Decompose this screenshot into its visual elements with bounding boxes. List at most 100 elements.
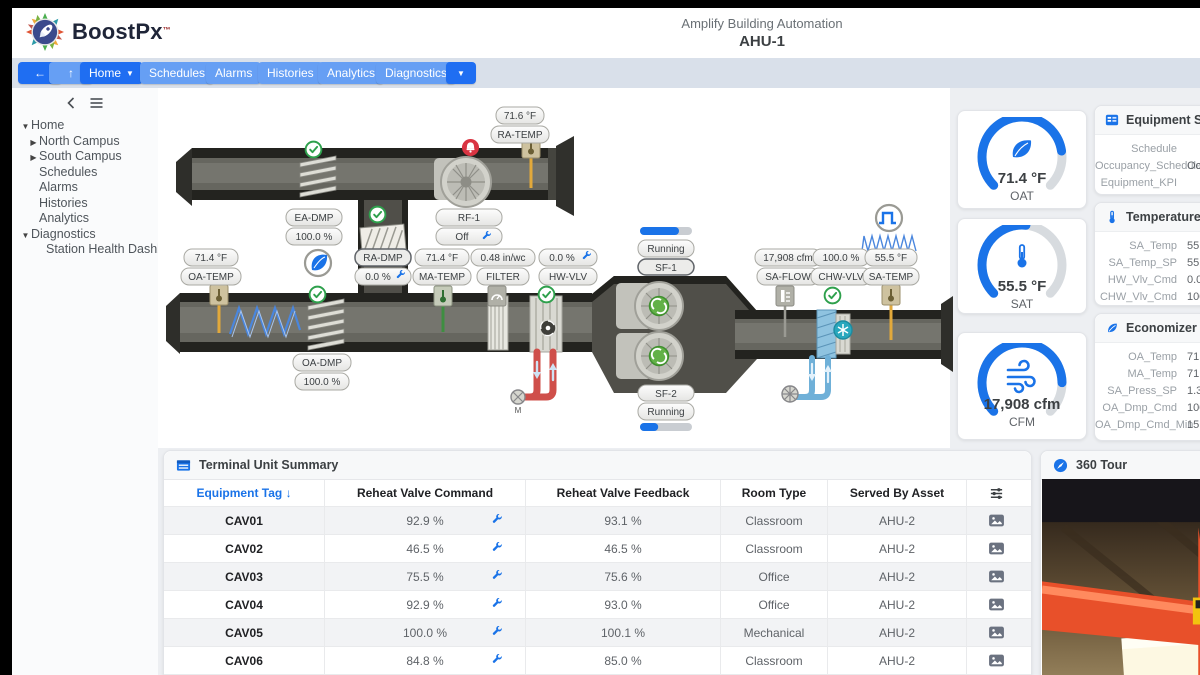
filter-tag-pill[interactable]: FILTER <box>476 267 530 286</box>
sidebar-item-home[interactable]: ▼ Home <box>12 118 158 134</box>
ra-dmp-tag-pill[interactable]: RA-DMP <box>354 248 412 267</box>
economizer-control-header[interactable]: Economizer Control <box>1095 314 1200 343</box>
oa-temp-tag-pill[interactable]: OA-TEMP <box>180 267 242 286</box>
return-fan-alarm-icon[interactable] <box>461 138 480 157</box>
sidebar-item-histories[interactable]: Histories <box>39 195 88 210</box>
ra-dmp-value-pill[interactable]: 0.0 % <box>354 267 412 286</box>
return-fan[interactable] <box>434 156 492 208</box>
ma-temp-value-pill[interactable]: 71.4 °F <box>414 248 470 267</box>
equipment-summary-header[interactable]: Equipment Summary <box>1095 106 1200 135</box>
chw-vlv-value-pill[interactable]: 100.0 % <box>812 248 870 267</box>
table-row[interactable]: CAV02 46.5 % 46.5 % Classroom AHU-2 <box>164 535 1031 563</box>
sa-flow-tag-pill[interactable]: SA-FLOW <box>756 267 820 286</box>
ma-temp-sensor[interactable] <box>433 285 453 332</box>
column-reheat-valve-command[interactable]: Reheat Valve Command <box>325 480 526 506</box>
supply-fan-1[interactable] <box>616 281 684 331</box>
oa-temp-value-pill[interactable]: 71.4 °F <box>183 248 239 267</box>
ma-temp-tag-pill[interactable]: MA-TEMP <box>412 267 472 286</box>
chw-vlv-tag-pill[interactable]: CHW-VLV <box>810 267 872 286</box>
brand[interactable]: BoostPx™ <box>26 13 171 51</box>
sidebar-item-diagnostics[interactable]: ▼ Diagnostics <box>12 227 158 243</box>
rf1-tag-pill[interactable]: RF-1 <box>435 208 503 227</box>
image-icon[interactable] <box>988 512 1005 529</box>
image-icon[interactable] <box>988 568 1005 585</box>
column-options[interactable] <box>967 480 1026 506</box>
sf1-status-pill[interactable]: Running <box>637 239 695 258</box>
oa-dmp-value-pill[interactable]: 100.0 % <box>294 372 350 391</box>
supply-fan-2[interactable] <box>616 331 684 381</box>
exhaust-air-damper[interactable] <box>299 155 337 198</box>
sidebar-item-alarms[interactable]: Alarms <box>39 180 78 194</box>
override-wrench-icon[interactable] <box>492 654 503 665</box>
outside-air-damper[interactable] <box>307 298 345 351</box>
nav-analytics-button[interactable]: Analytics <box>318 62 385 84</box>
ra-temp-value-pill[interactable]: 71.6 °F <box>495 106 545 125</box>
oa-damper-ok-icon[interactable] <box>308 285 327 304</box>
hw-vlv-value-pill[interactable]: 0.0 % <box>538 248 598 267</box>
sa-temp-tag-pill[interactable]: SA-TEMP <box>862 267 920 286</box>
collapse-sidebar-icon[interactable] <box>64 96 77 110</box>
image-icon[interactable] <box>988 596 1005 613</box>
sf2-status-pill[interactable]: Running <box>637 402 695 421</box>
column-served-by-asset[interactable]: Served By Asset <box>828 480 967 506</box>
hw-vlv-tag-pill[interactable]: HW-VLV <box>538 267 598 286</box>
table-row[interactable]: CAV03 75.5 % 75.6 % Office AHU-2 <box>164 563 1031 591</box>
table-row[interactable]: CAV06 84.8 % 85.0 % Classroom AHU-2 <box>164 647 1031 675</box>
sidebar-item-schedules[interactable]: Schedules <box>39 164 98 179</box>
panel-row[interactable]: Equipment_KPI <box>1100 176 1177 189</box>
sat-gauge-card[interactable]: 55.5 °F SAT <box>957 218 1087 314</box>
sa-flow-value-pill[interactable]: 17,908 cfm <box>754 248 822 267</box>
nav-schedules-button[interactable]: Schedules <box>140 62 215 84</box>
caret-right-icon[interactable]: ▶ <box>30 153 37 162</box>
ra-damper-ok-icon[interactable] <box>368 205 387 224</box>
override-wrench-icon[interactable] <box>492 514 503 525</box>
sidebar-item-south-campus[interactable]: ▶ South Campus <box>12 149 158 165</box>
nav-diagnostics-button[interactable]: Diagnostics <box>376 62 457 84</box>
image-icon[interactable] <box>988 624 1005 641</box>
sidebar-item-analytics[interactable]: Analytics <box>39 211 90 225</box>
table-row[interactable]: CAV05 100.0 % 100.1 % Mechanical AHU-2 <box>164 619 1031 647</box>
sa-temp-sensor[interactable] <box>881 284 901 340</box>
ea-damper-ok-icon[interactable] <box>304 140 323 159</box>
override-wrench-icon[interactable] <box>492 542 503 553</box>
sidebar-item-station-health-dashboard[interactable]: Station Health Dashboard <box>46 242 190 256</box>
panel-row[interactable]: Occupancy_ScheduleOccupied <box>1095 159 1200 172</box>
nav-histories-button[interactable]: Histories <box>258 62 323 84</box>
sort-desc-icon[interactable]: ↓ <box>285 486 292 500</box>
sa-temp-value-pill[interactable]: 55.5 °F <box>864 248 918 267</box>
table-row[interactable]: CAV04 92.9 % 93.0 % Office AHU-2 <box>164 591 1031 619</box>
oat-gauge-card[interactable]: 71.4 °F OAT <box>957 110 1087 209</box>
column-reheat-valve-feedback[interactable]: Reheat Valve Feedback <box>526 480 721 506</box>
panel-row[interactable]: Schedule <box>1131 142 1177 155</box>
return-air-damper[interactable] <box>359 223 407 255</box>
economizer-leaf-icon[interactable] <box>303 248 333 278</box>
tour-360-photo[interactable] <box>1042 479 1200 675</box>
filter-value-pill[interactable]: 0.48 in/wc <box>470 248 536 267</box>
caret-right-icon[interactable]: ▶ <box>30 137 37 147</box>
ra-temp-tag-pill[interactable]: RA-TEMP <box>490 125 550 144</box>
oa-dmp-tag-pill[interactable]: OA-DMP <box>292 353 352 372</box>
column-room-type[interactable]: Room Type <box>721 480 828 506</box>
sidebar-item-north-campus[interactable]: ▶ North Campus <box>12 134 158 150</box>
nav-home-button[interactable]: Home ▼ <box>80 62 143 84</box>
panel-row[interactable]: CHW_Vlv_Cmd100.0 % <box>1099 290 1200 303</box>
oa-temp-sensor[interactable] <box>209 284 229 333</box>
override-wrench-icon[interactable] <box>492 570 503 581</box>
cooling-coil[interactable] <box>816 309 853 359</box>
panel-row[interactable]: OA_Dmp_Cmd100.0 % <box>1102 401 1200 414</box>
rf1-status-pill[interactable]: Off <box>435 227 503 246</box>
ea-dmp-value-pill[interactable]: 100.0 % <box>285 227 343 246</box>
chw-valve-ok-icon[interactable] <box>823 286 842 305</box>
hw-valve[interactable]: M <box>510 389 526 415</box>
column-equipment-tag[interactable]: Equipment Tag ↓ <box>164 480 325 506</box>
caret-down-icon[interactable]: ▼ <box>21 122 30 131</box>
override-wrench-icon[interactable] <box>492 626 503 637</box>
nav-diagnostics-dropdown-button[interactable]: ▼ <box>446 62 476 84</box>
panel-row[interactable]: SA_Press_SP1.3 in/wc <box>1107 384 1200 397</box>
ea-dmp-tag-pill[interactable]: EA-DMP <box>285 208 343 227</box>
caret-down-icon[interactable]: ▼ <box>21 230 30 240</box>
